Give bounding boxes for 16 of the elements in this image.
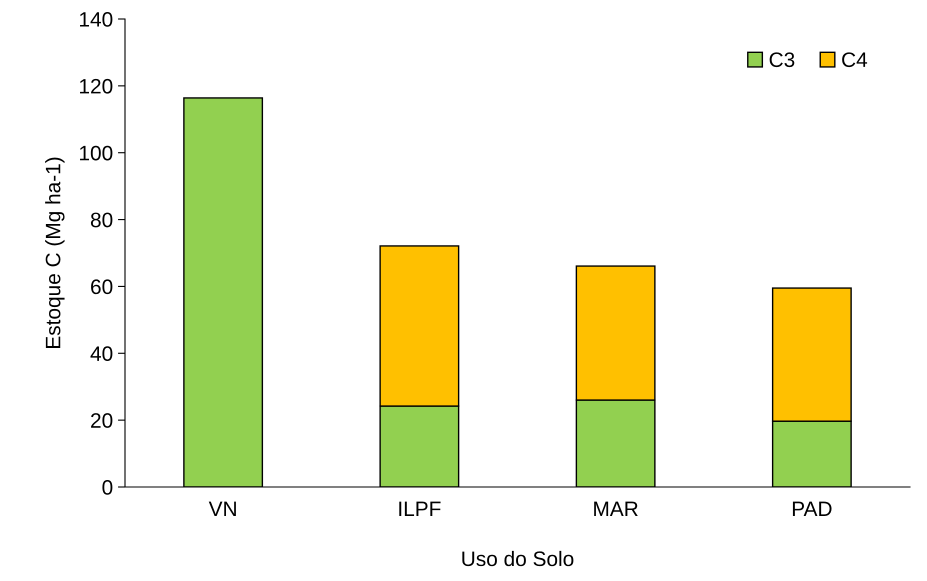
y-tick-label: 60 (91, 279, 112, 294)
x-axis-title: Uso do Solo (462, 550, 574, 566)
x-tick-label: PAD (792, 502, 832, 516)
y-tick-label: 100 (80, 146, 112, 160)
y-tick-label: 20 (91, 413, 112, 428)
x-tick-label: VN (208, 502, 236, 516)
y-tick-label: 120 (80, 78, 112, 94)
y-tick-label: 80 (90, 212, 112, 228)
y-axis-title: Estoque C (Mg ha-1) (45, 158, 65, 348)
x-tick-label: ILPF (399, 502, 441, 516)
legend-label: C3 (770, 52, 794, 68)
y-tick-label: 140 (80, 12, 112, 27)
y-tick-label: 40 (90, 346, 112, 362)
x-tick-label: MAR (594, 502, 638, 516)
y-tick-label: 0 (102, 480, 112, 495)
legend-label: C4 (842, 52, 868, 68)
